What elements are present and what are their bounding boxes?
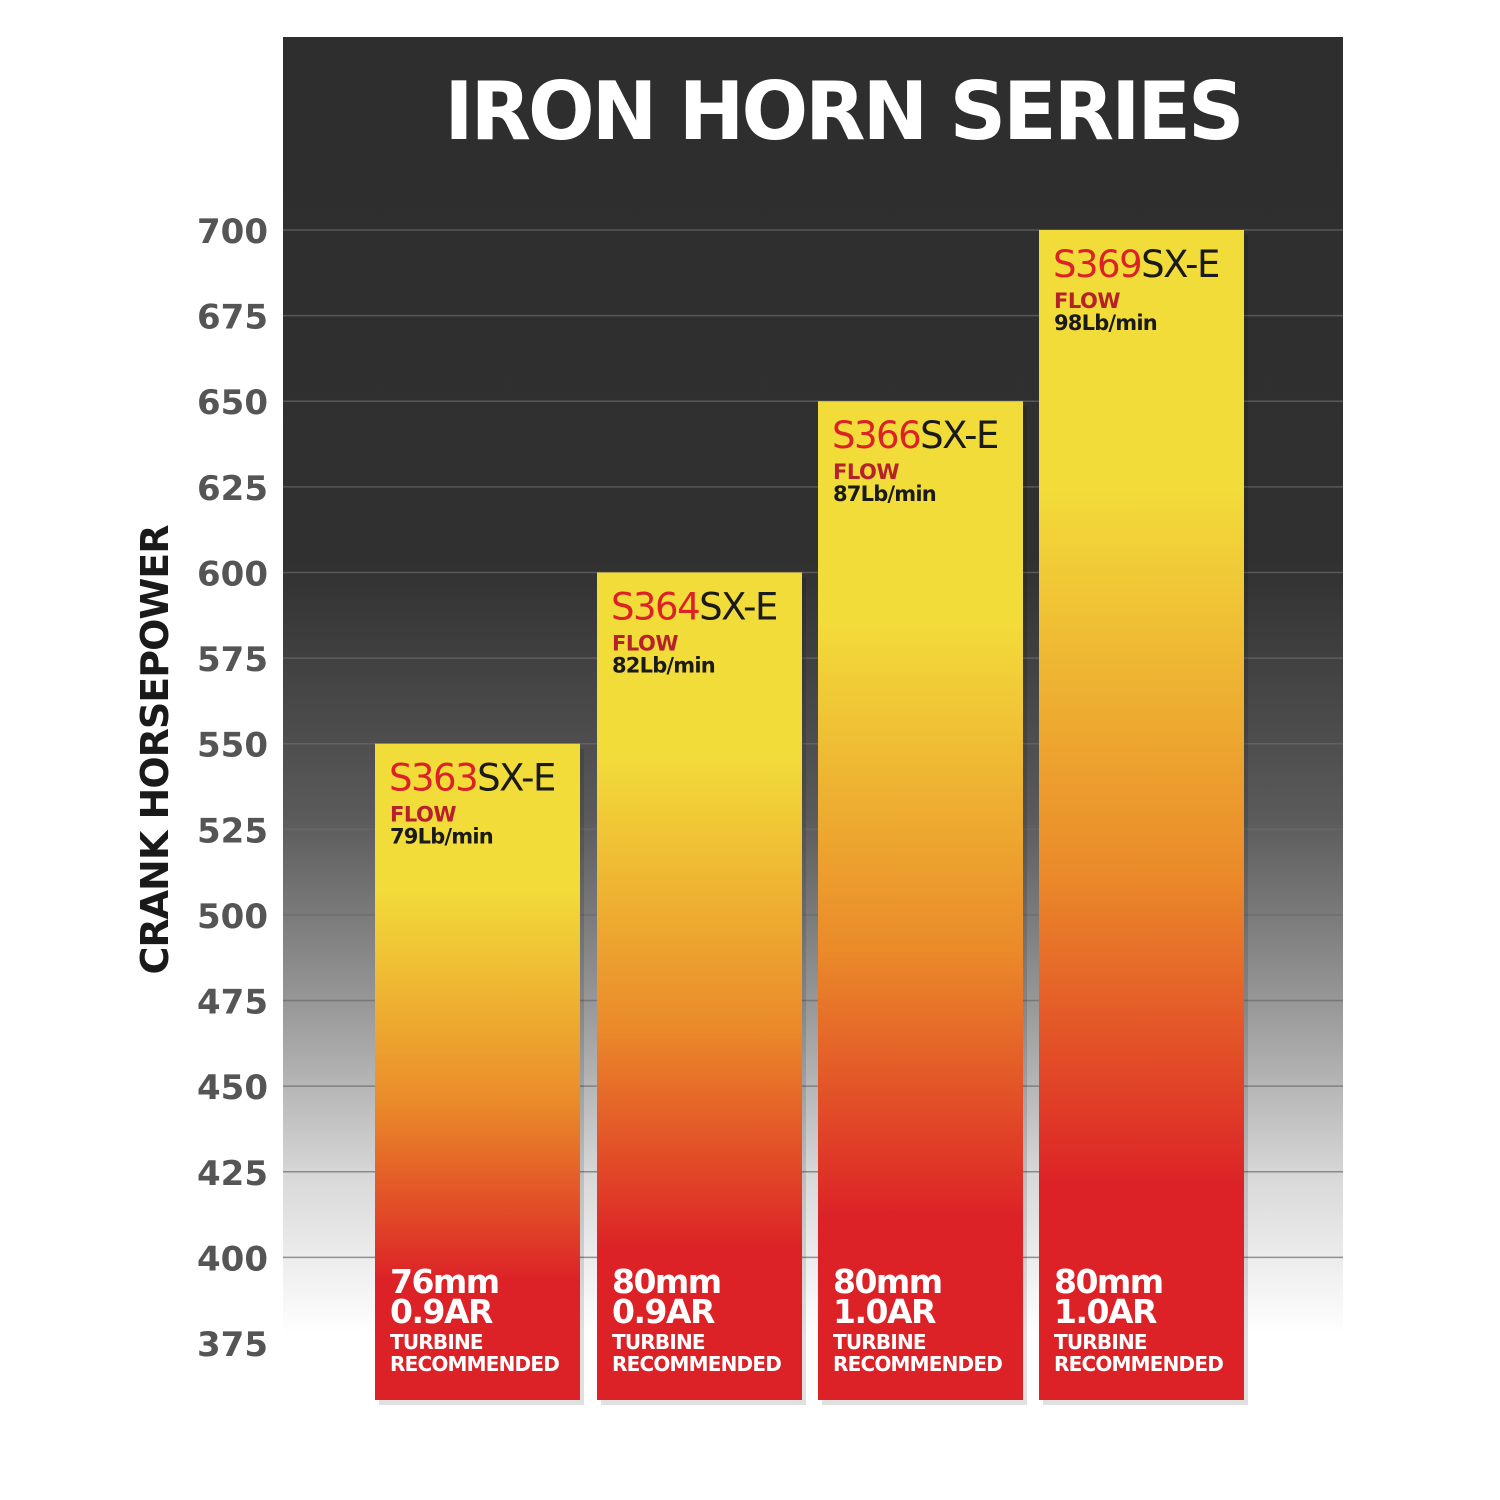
turbine-size: 76mm <box>390 1262 499 1301</box>
bar <box>818 401 1023 1400</box>
bar-model-label: S363SX-E <box>389 757 555 800</box>
y-tick-label: 400 <box>197 1239 268 1279</box>
turbine-recommended-label: RECOMMENDED <box>390 1352 559 1376</box>
model-suffix: SX-E <box>699 585 777 628</box>
y-tick-label: 500 <box>197 897 268 937</box>
y-tick-label: 575 <box>197 640 268 680</box>
turbine-label: TURBINE <box>612 1330 705 1354</box>
turbine-size: 80mm <box>1054 1262 1163 1301</box>
model-prefix: S364 <box>611 585 699 628</box>
bar <box>1039 230 1244 1400</box>
y-tick-label: 475 <box>197 983 268 1023</box>
model-prefix: S369 <box>1053 243 1141 286</box>
bar-model-label: S369SX-E <box>1053 243 1219 286</box>
flow-label: FLOW <box>390 803 456 827</box>
flow-value: 82Lb/min <box>612 653 715 677</box>
model-suffix: SX-E <box>477 757 555 800</box>
turbine-label: TURBINE <box>390 1330 483 1354</box>
bar-model-label: S364SX-E <box>611 585 777 628</box>
turbine-label: TURBINE <box>833 1330 926 1354</box>
turbine-ar: 1.0AR <box>1054 1292 1157 1331</box>
y-tick-label: 625 <box>197 469 268 509</box>
flow-value: 87Lb/min <box>833 482 936 506</box>
turbine-ar: 0.9AR <box>612 1292 715 1331</box>
y-tick-label: 525 <box>197 811 268 851</box>
turbine-size: 80mm <box>833 1262 942 1301</box>
turbine-ar: 0.9AR <box>390 1292 493 1331</box>
bar-model-label: S366SX-E <box>832 414 998 457</box>
turbine-recommended-label: RECOMMENDED <box>612 1352 781 1376</box>
turbine-size: 80mm <box>612 1262 721 1301</box>
model-prefix: S363 <box>389 757 477 800</box>
turbine-recommended-label: RECOMMENDED <box>1054 1352 1223 1376</box>
y-tick-label: 600 <box>197 554 268 594</box>
flow-value: 98Lb/min <box>1054 311 1157 335</box>
y-tick-label: 425 <box>197 1154 268 1194</box>
flow-label: FLOW <box>612 631 678 655</box>
bar <box>597 572 802 1400</box>
y-tick-label: 700 <box>197 212 268 252</box>
y-tick-label: 550 <box>197 726 268 766</box>
chart-title: IRON HORN SERIES <box>444 65 1244 158</box>
y-tick-label: 375 <box>197 1325 268 1365</box>
model-suffix: SX-E <box>1141 243 1219 286</box>
flow-label: FLOW <box>833 460 899 484</box>
flow-label: FLOW <box>1054 289 1120 313</box>
flow-value: 79Lb/min <box>390 825 493 849</box>
bar <box>375 743 580 1400</box>
y-tick-label: 675 <box>197 298 268 338</box>
y-tick-label: 650 <box>197 383 268 423</box>
turbine-recommended-label: RECOMMENDED <box>833 1352 1002 1376</box>
turbine-label: TURBINE <box>1054 1330 1147 1354</box>
y-tick-label: 450 <box>197 1068 268 1108</box>
model-prefix: S366 <box>832 414 920 457</box>
model-suffix: SX-E <box>920 414 998 457</box>
turbine-ar: 1.0AR <box>833 1292 936 1331</box>
